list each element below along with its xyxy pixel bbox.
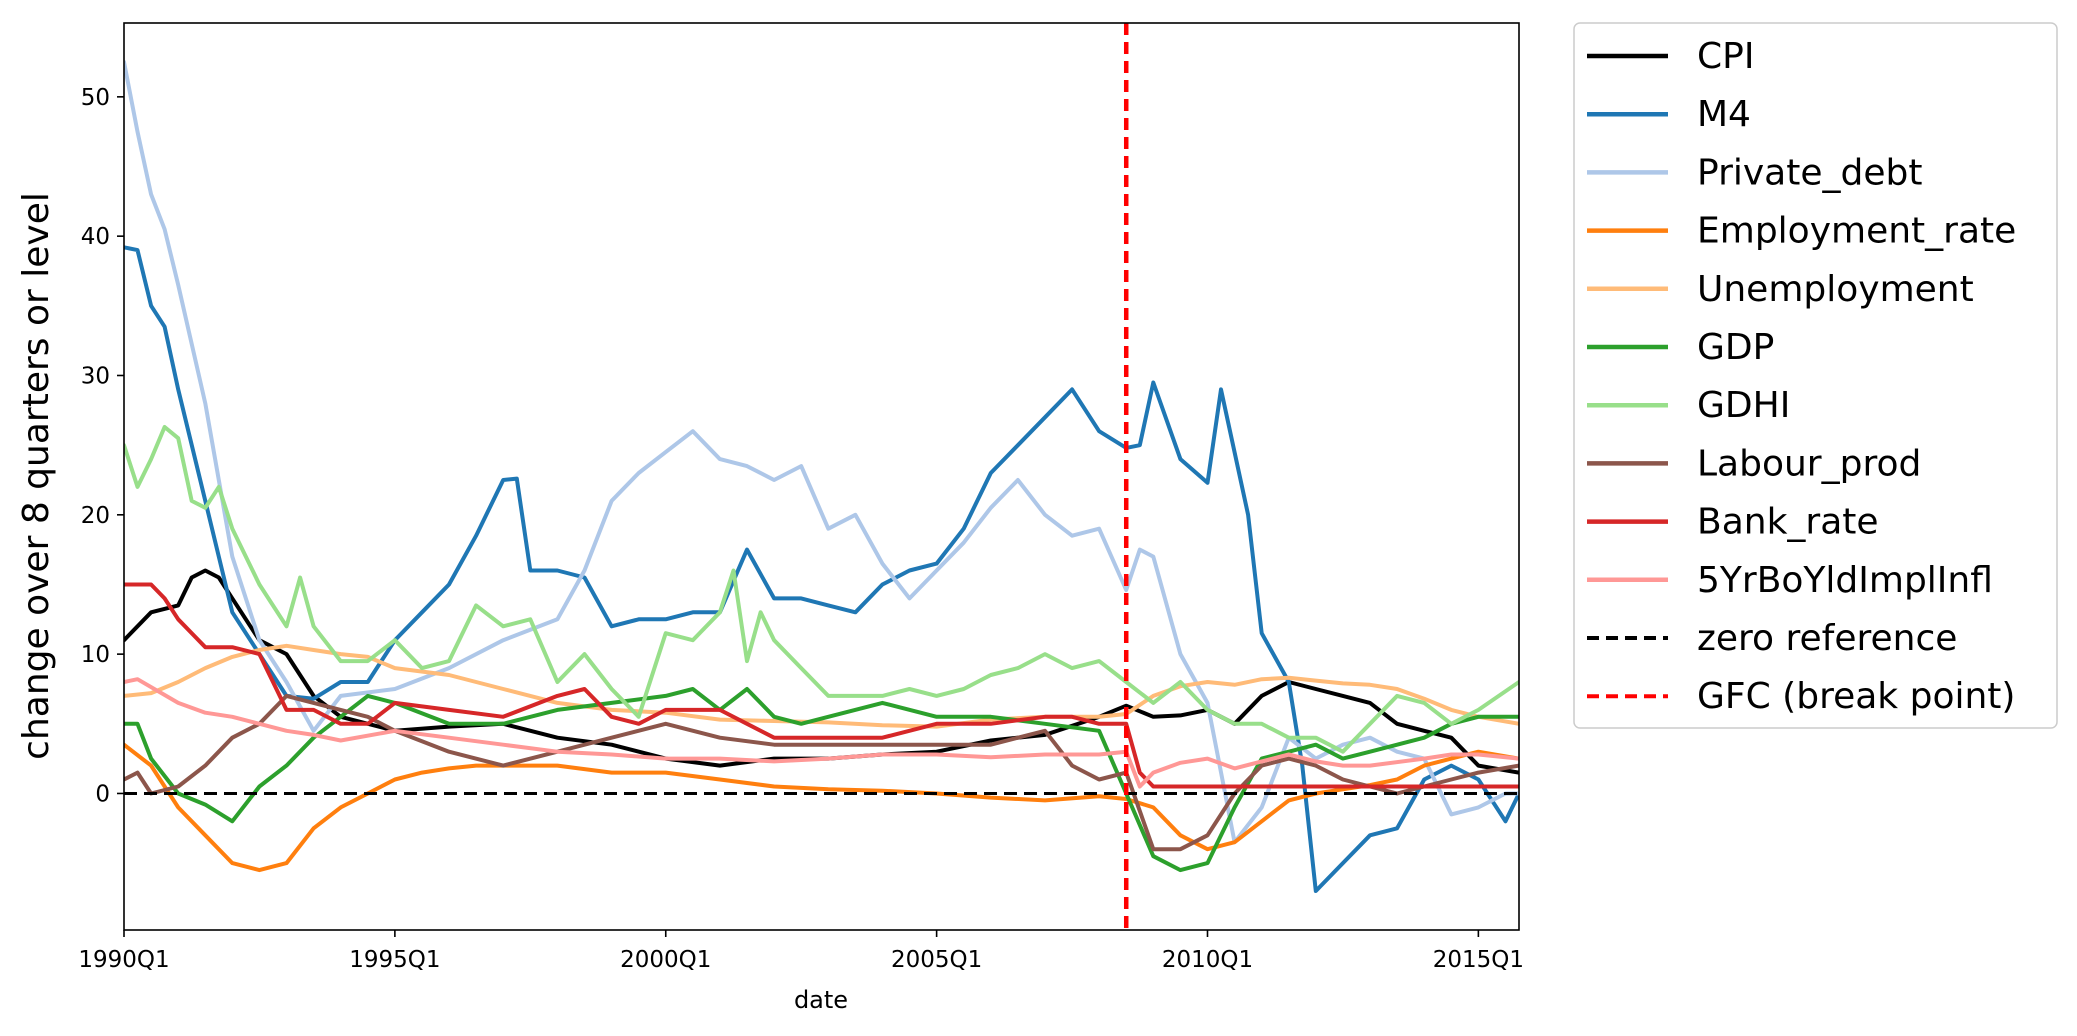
y-axis: 0 10 20 30 40 50 — [81, 85, 124, 807]
x-axis: 1990Q1 1995Q1 2000Q1 2005Q1 2010Q1 2015Q1 — [78, 930, 1524, 973]
plot-area — [123, 22, 1520, 931]
series-line-unemployment — [124, 643, 1519, 729]
x-tick-label: 2010Q1 — [1162, 947, 1253, 973]
legend-frame — [1573, 22, 2058, 729]
x-axis-label: date — [794, 986, 848, 1014]
legend-label-bank-rate: Bank_rate — [1697, 502, 1879, 543]
plot-frame — [123, 22, 1520, 931]
legend-label-private-debt: Private_debt — [1697, 152, 1922, 193]
legend-label-gfc-break-point: GFC (break point) — [1697, 676, 2015, 717]
legend: CPI M4 Private_debt Employment_rate Unemploy… — [1573, 22, 2058, 729]
y-tick-label: 10 — [81, 642, 110, 668]
x-tick-label: 2015Q1 — [1433, 947, 1524, 973]
reference-lines — [124, 23, 1519, 930]
legend-label-5yrboyldimplinfl: 5YrBoYldImplInfl — [1697, 560, 1993, 601]
legend-label-cpi: CPI — [1697, 36, 1754, 77]
series-line-gdp — [124, 687, 1519, 873]
plot-background — [124, 23, 1519, 930]
x-tick-label: 2005Q1 — [891, 947, 982, 973]
legend-label-employment-rate: Employment_rate — [1697, 211, 2016, 252]
legend-label-gdp: GDP — [1697, 327, 1774, 368]
y-tick-label: 40 — [81, 224, 110, 250]
x-tick-label: 1990Q1 — [78, 947, 169, 973]
series-line-gdhi — [124, 425, 1519, 754]
series-line-bank-rate — [124, 582, 1519, 789]
legend-label-m4: M4 — [1697, 94, 1751, 135]
y-tick-label: 30 — [81, 363, 110, 389]
series-line-5yrboyldimplinfl — [124, 677, 1519, 789]
series-layer — [124, 60, 1519, 893]
y-tick-label: 20 — [81, 503, 110, 529]
series-line-m4 — [124, 245, 1519, 893]
y-tick-label: 50 — [81, 85, 110, 111]
y-axis-label: change over 8 quarters or level — [16, 192, 57, 760]
y-tick-label: 0 — [95, 781, 110, 807]
series-line-labour-prod — [124, 693, 1519, 852]
legend-items: CPI M4 Private_debt Employment_rate Unemploy… — [1587, 36, 2016, 717]
legend-label-unemployment: Unemployment — [1697, 269, 1974, 310]
x-tick-label: 2000Q1 — [620, 947, 711, 973]
x-tick-label: 1995Q1 — [349, 947, 440, 973]
legend-label-zero-reference: zero reference — [1697, 618, 1957, 659]
legend-label-gdhi: GDHI — [1697, 385, 1790, 426]
legend-label-labour-prod: Labour_prod — [1697, 443, 1921, 484]
